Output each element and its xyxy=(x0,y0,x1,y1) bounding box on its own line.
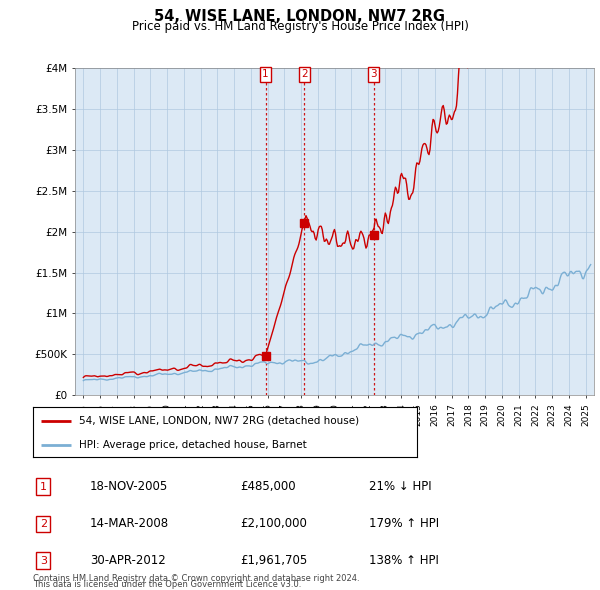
Text: 54, WISE LANE, LONDON, NW7 2RG (detached house): 54, WISE LANE, LONDON, NW7 2RG (detached… xyxy=(79,415,359,425)
Text: £485,000: £485,000 xyxy=(240,480,296,493)
Text: 3: 3 xyxy=(370,70,377,80)
Text: This data is licensed under the Open Government Licence v3.0.: This data is licensed under the Open Gov… xyxy=(33,581,301,589)
Text: 3: 3 xyxy=(40,556,47,565)
Text: 1: 1 xyxy=(262,70,269,80)
Text: Contains HM Land Registry data © Crown copyright and database right 2024.: Contains HM Land Registry data © Crown c… xyxy=(33,574,359,583)
Text: 2: 2 xyxy=(301,70,308,80)
Text: Price paid vs. HM Land Registry's House Price Index (HPI): Price paid vs. HM Land Registry's House … xyxy=(131,20,469,33)
Text: 138% ↑ HPI: 138% ↑ HPI xyxy=(369,554,439,567)
Text: 54, WISE LANE, LONDON, NW7 2RG: 54, WISE LANE, LONDON, NW7 2RG xyxy=(155,9,445,24)
Text: 30-APR-2012: 30-APR-2012 xyxy=(90,554,166,567)
Text: 21% ↓ HPI: 21% ↓ HPI xyxy=(369,480,431,493)
Text: 179% ↑ HPI: 179% ↑ HPI xyxy=(369,517,439,530)
Text: 1: 1 xyxy=(40,482,47,491)
Text: HPI: Average price, detached house, Barnet: HPI: Average price, detached house, Barn… xyxy=(79,440,307,450)
Text: £2,100,000: £2,100,000 xyxy=(240,517,307,530)
Text: 14-MAR-2008: 14-MAR-2008 xyxy=(90,517,169,530)
Text: £1,961,705: £1,961,705 xyxy=(240,554,307,567)
Text: 18-NOV-2005: 18-NOV-2005 xyxy=(90,480,168,493)
Text: 2: 2 xyxy=(40,519,47,529)
